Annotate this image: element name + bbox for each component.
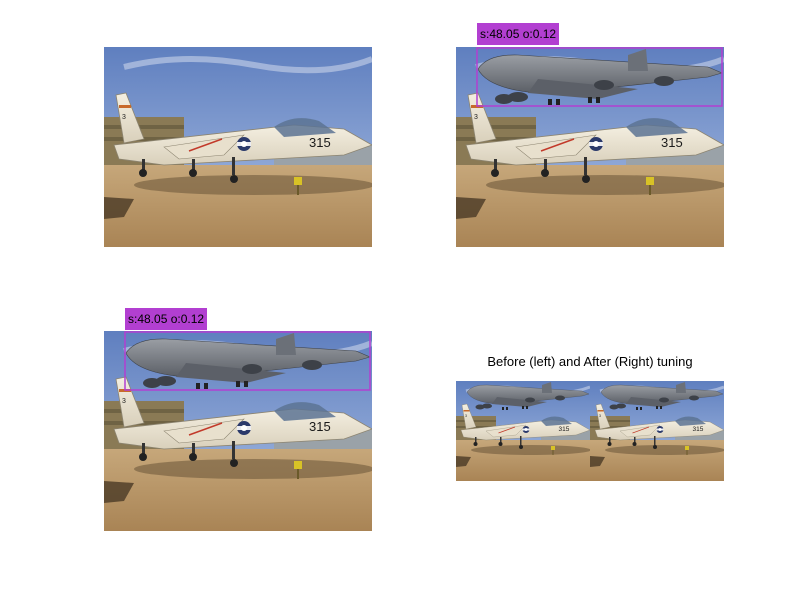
detection-box [476, 47, 723, 107]
detection-label: s:48.05 o:0.12 [125, 308, 208, 330]
comparison-title: Before (left) and After (Right) tuning [487, 354, 693, 369]
original-image [104, 47, 372, 247]
after-tuning-detection-image [104, 331, 372, 531]
before-after-comparison-image [456, 381, 724, 481]
before-tuning-detection-image [456, 47, 724, 247]
detection-box [124, 331, 371, 391]
detection-label: s:48.05 o:0.12 [477, 23, 560, 45]
